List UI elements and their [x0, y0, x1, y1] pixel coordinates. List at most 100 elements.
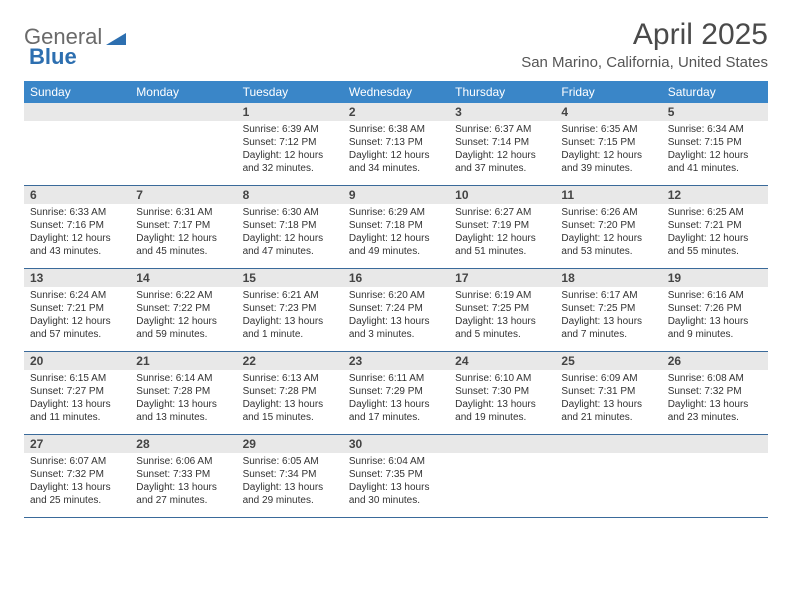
daylight-line: Daylight: 12 hours and 51 minutes.	[455, 232, 549, 258]
daylight-line: Daylight: 13 hours and 29 minutes.	[243, 481, 337, 507]
day-details: Sunrise: 6:33 AMSunset: 7:16 PMDaylight:…	[24, 204, 130, 262]
sunset-line: Sunset: 7:25 PM	[561, 302, 655, 315]
sunrise-line: Sunrise: 6:16 AM	[668, 289, 762, 302]
weekday-header: Sunday	[24, 81, 130, 103]
day-details	[130, 121, 236, 171]
day-cell: 1Sunrise: 6:39 AMSunset: 7:12 PMDaylight…	[237, 103, 343, 185]
day-cell: 11Sunrise: 6:26 AMSunset: 7:20 PMDayligh…	[555, 186, 661, 268]
month-title: April 2025	[521, 18, 768, 52]
daylight-line: Daylight: 12 hours and 49 minutes.	[349, 232, 443, 258]
daylight-line: Daylight: 12 hours and 43 minutes.	[30, 232, 124, 258]
day-details: Sunrise: 6:14 AMSunset: 7:28 PMDaylight:…	[130, 370, 236, 428]
sunset-line: Sunset: 7:25 PM	[455, 302, 549, 315]
day-cell: 14Sunrise: 6:22 AMSunset: 7:22 PMDayligh…	[130, 269, 236, 351]
day-cell-empty	[24, 103, 130, 185]
day-cell: 27Sunrise: 6:07 AMSunset: 7:32 PMDayligh…	[24, 435, 130, 517]
sunset-line: Sunset: 7:20 PM	[561, 219, 655, 232]
sunset-line: Sunset: 7:21 PM	[30, 302, 124, 315]
day-details: Sunrise: 6:05 AMSunset: 7:34 PMDaylight:…	[237, 453, 343, 511]
daylight-line: Daylight: 13 hours and 11 minutes.	[30, 398, 124, 424]
sunset-line: Sunset: 7:18 PM	[243, 219, 337, 232]
sunset-line: Sunset: 7:27 PM	[30, 385, 124, 398]
day-details: Sunrise: 6:25 AMSunset: 7:21 PMDaylight:…	[662, 204, 768, 262]
sunrise-line: Sunrise: 6:05 AM	[243, 455, 337, 468]
day-number: 18	[555, 269, 661, 287]
day-number: 11	[555, 186, 661, 204]
week-row: 1Sunrise: 6:39 AMSunset: 7:12 PMDaylight…	[24, 103, 768, 186]
day-number: 8	[237, 186, 343, 204]
day-cell: 15Sunrise: 6:21 AMSunset: 7:23 PMDayligh…	[237, 269, 343, 351]
day-details: Sunrise: 6:22 AMSunset: 7:22 PMDaylight:…	[130, 287, 236, 345]
week-row: 20Sunrise: 6:15 AMSunset: 7:27 PMDayligh…	[24, 352, 768, 435]
sunrise-line: Sunrise: 6:29 AM	[349, 206, 443, 219]
sunrise-line: Sunrise: 6:08 AM	[668, 372, 762, 385]
sunset-line: Sunset: 7:31 PM	[561, 385, 655, 398]
day-cell: 20Sunrise: 6:15 AMSunset: 7:27 PMDayligh…	[24, 352, 130, 434]
sunset-line: Sunset: 7:16 PM	[30, 219, 124, 232]
daylight-line: Daylight: 12 hours and 37 minutes.	[455, 149, 549, 175]
day-number: 7	[130, 186, 236, 204]
day-details: Sunrise: 6:31 AMSunset: 7:17 PMDaylight:…	[130, 204, 236, 262]
daylight-line: Daylight: 12 hours and 41 minutes.	[668, 149, 762, 175]
day-number: 16	[343, 269, 449, 287]
sunrise-line: Sunrise: 6:06 AM	[136, 455, 230, 468]
sunset-line: Sunset: 7:22 PM	[136, 302, 230, 315]
sunset-line: Sunset: 7:23 PM	[243, 302, 337, 315]
day-details: Sunrise: 6:04 AMSunset: 7:35 PMDaylight:…	[343, 453, 449, 511]
weekday-header: Saturday	[662, 81, 768, 103]
weekday-header: Thursday	[449, 81, 555, 103]
day-number: 29	[237, 435, 343, 453]
day-number: 24	[449, 352, 555, 370]
daylight-line: Daylight: 13 hours and 5 minutes.	[455, 315, 549, 341]
day-number: 13	[24, 269, 130, 287]
day-cell-empty	[130, 103, 236, 185]
day-number: 5	[662, 103, 768, 121]
daylight-line: Daylight: 13 hours and 19 minutes.	[455, 398, 549, 424]
day-cell: 3Sunrise: 6:37 AMSunset: 7:14 PMDaylight…	[449, 103, 555, 185]
daylight-line: Daylight: 13 hours and 27 minutes.	[136, 481, 230, 507]
sunset-line: Sunset: 7:13 PM	[349, 136, 443, 149]
header: General April 2025 San Marino, Californi…	[24, 18, 768, 71]
day-cell: 26Sunrise: 6:08 AMSunset: 7:32 PMDayligh…	[662, 352, 768, 434]
day-cell: 30Sunrise: 6:04 AMSunset: 7:35 PMDayligh…	[343, 435, 449, 517]
day-number: 25	[555, 352, 661, 370]
sunrise-line: Sunrise: 6:26 AM	[561, 206, 655, 219]
daylight-line: Daylight: 13 hours and 21 minutes.	[561, 398, 655, 424]
day-number: 21	[130, 352, 236, 370]
day-number: 1	[237, 103, 343, 121]
day-cell: 2Sunrise: 6:38 AMSunset: 7:13 PMDaylight…	[343, 103, 449, 185]
day-cell: 16Sunrise: 6:20 AMSunset: 7:24 PMDayligh…	[343, 269, 449, 351]
daylight-line: Daylight: 13 hours and 17 minutes.	[349, 398, 443, 424]
day-number: 30	[343, 435, 449, 453]
weekday-header: Monday	[130, 81, 236, 103]
day-details: Sunrise: 6:24 AMSunset: 7:21 PMDaylight:…	[24, 287, 130, 345]
daylight-line: Daylight: 12 hours and 55 minutes.	[668, 232, 762, 258]
day-details: Sunrise: 6:27 AMSunset: 7:19 PMDaylight:…	[449, 204, 555, 262]
day-details	[555, 453, 661, 503]
sunset-line: Sunset: 7:19 PM	[455, 219, 549, 232]
day-cell: 29Sunrise: 6:05 AMSunset: 7:34 PMDayligh…	[237, 435, 343, 517]
sunset-line: Sunset: 7:24 PM	[349, 302, 443, 315]
sunset-line: Sunset: 7:32 PM	[30, 468, 124, 481]
day-cell: 18Sunrise: 6:17 AMSunset: 7:25 PMDayligh…	[555, 269, 661, 351]
day-number: 20	[24, 352, 130, 370]
sunrise-line: Sunrise: 6:09 AM	[561, 372, 655, 385]
day-number: 26	[662, 352, 768, 370]
day-cell: 21Sunrise: 6:14 AMSunset: 7:28 PMDayligh…	[130, 352, 236, 434]
sunrise-line: Sunrise: 6:27 AM	[455, 206, 549, 219]
day-cell: 4Sunrise: 6:35 AMSunset: 7:15 PMDaylight…	[555, 103, 661, 185]
logo-triangle-icon	[106, 29, 126, 45]
daylight-line: Daylight: 13 hours and 15 minutes.	[243, 398, 337, 424]
day-number	[130, 103, 236, 121]
day-details: Sunrise: 6:15 AMSunset: 7:27 PMDaylight:…	[24, 370, 130, 428]
day-details: Sunrise: 6:09 AMSunset: 7:31 PMDaylight:…	[555, 370, 661, 428]
day-details: Sunrise: 6:11 AMSunset: 7:29 PMDaylight:…	[343, 370, 449, 428]
daylight-line: Daylight: 13 hours and 25 minutes.	[30, 481, 124, 507]
daylight-line: Daylight: 13 hours and 1 minute.	[243, 315, 337, 341]
day-number: 14	[130, 269, 236, 287]
day-cell: 5Sunrise: 6:34 AMSunset: 7:15 PMDaylight…	[662, 103, 768, 185]
day-number	[662, 435, 768, 453]
sunrise-line: Sunrise: 6:14 AM	[136, 372, 230, 385]
day-details: Sunrise: 6:13 AMSunset: 7:28 PMDaylight:…	[237, 370, 343, 428]
day-cell: 23Sunrise: 6:11 AMSunset: 7:29 PMDayligh…	[343, 352, 449, 434]
